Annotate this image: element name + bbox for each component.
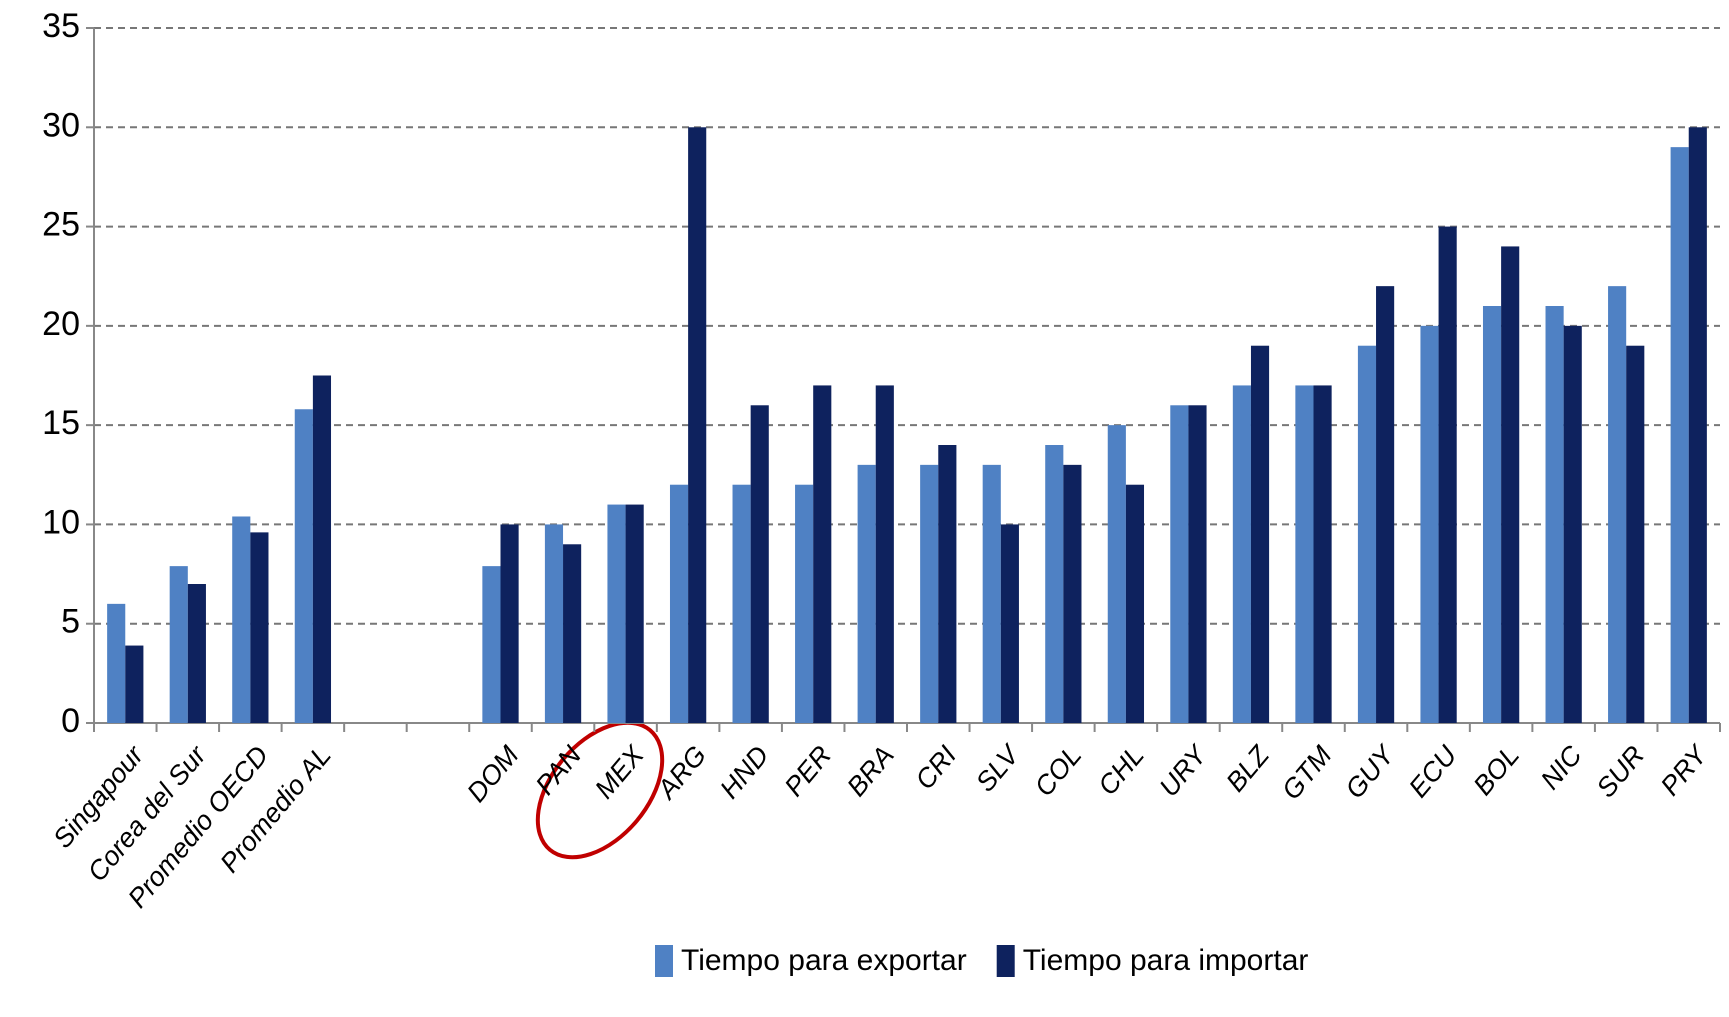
bar [1501, 246, 1520, 723]
bar [669, 484, 689, 723]
bar [1608, 286, 1627, 723]
bar [625, 504, 644, 723]
bar [1232, 385, 1251, 723]
y-tick-label: 0 [61, 702, 80, 740]
bar [938, 445, 957, 723]
bar [294, 409, 313, 723]
bar [482, 566, 501, 723]
bar [813, 385, 832, 723]
legend-label: Tiempo para exportar [681, 944, 967, 977]
bar [107, 603, 126, 723]
x-tick-label: PAN [530, 740, 588, 801]
bar [607, 504, 626, 723]
bar [187, 584, 206, 723]
x-tick-label: MEX [589, 739, 650, 804]
bar [1045, 445, 1064, 723]
x-tick-label: BRA [841, 740, 900, 802]
bar [232, 516, 251, 723]
x-tick-label: HND [714, 740, 775, 804]
bar [1357, 345, 1377, 723]
y-tick-label: 20 [42, 305, 80, 343]
bar [125, 645, 144, 723]
y-tick-label: 30 [42, 106, 80, 144]
y-tick-label: 5 [61, 603, 80, 641]
bar [688, 127, 707, 724]
x-tick-label: PER [779, 740, 838, 802]
bar [1107, 425, 1126, 723]
bar [1376, 286, 1395, 723]
bar [1000, 524, 1019, 723]
bar [920, 464, 939, 723]
bar [732, 484, 751, 723]
bar [563, 544, 582, 723]
bar [1295, 385, 1314, 723]
legend-label: Tiempo para importar [1023, 944, 1309, 977]
x-tick-label: SUR [1591, 740, 1651, 803]
bar [500, 524, 519, 723]
bar [1188, 405, 1207, 723]
bar [1626, 345, 1645, 723]
bar [1545, 306, 1564, 723]
bar [1420, 325, 1439, 723]
x-tick-label: CHL [1092, 740, 1150, 801]
highlight-ellipse [535, 720, 665, 860]
bar [250, 532, 269, 723]
x-tick-label: NIC [1535, 740, 1588, 795]
x-tick-label: DOM [461, 740, 525, 808]
bar [1482, 306, 1502, 723]
y-tick-label: 10 [42, 503, 80, 541]
y-tick-label: 15 [42, 404, 80, 442]
x-tick-label: BLZ [1220, 739, 1276, 797]
bar [857, 464, 876, 723]
bar [312, 375, 332, 723]
bar [1670, 147, 1689, 724]
bar [982, 464, 1001, 723]
x-tick-label: PRY [1655, 739, 1714, 802]
legend-swatch [996, 945, 1015, 977]
bar [1125, 484, 1145, 723]
y-tick-label: 25 [42, 206, 80, 244]
bar [750, 405, 769, 723]
y-tick-label: 35 [42, 7, 80, 45]
bar [1063, 464, 1082, 723]
bar [1170, 405, 1189, 723]
x-tick-label: URY [1153, 739, 1213, 803]
x-tick-label: ECU [1403, 740, 1463, 803]
x-tick-label: Promedio AL [214, 740, 337, 878]
bar [875, 385, 894, 723]
x-tick-label: COL [1029, 740, 1088, 802]
bar [1688, 127, 1707, 724]
bar [1313, 385, 1332, 723]
bar [544, 524, 564, 723]
bar [795, 484, 814, 723]
bar [1250, 345, 1270, 723]
x-tick-label: CRI [909, 740, 962, 795]
legend-swatch [655, 945, 673, 977]
x-tick-label: SLV [970, 738, 1027, 798]
x-tick-label: GTM [1276, 740, 1338, 806]
bar [169, 566, 188, 723]
bar [1438, 226, 1457, 724]
x-tick-label: GUY [1339, 739, 1401, 805]
bar [1563, 325, 1582, 723]
x-tick-label: BOL [1467, 740, 1525, 801]
